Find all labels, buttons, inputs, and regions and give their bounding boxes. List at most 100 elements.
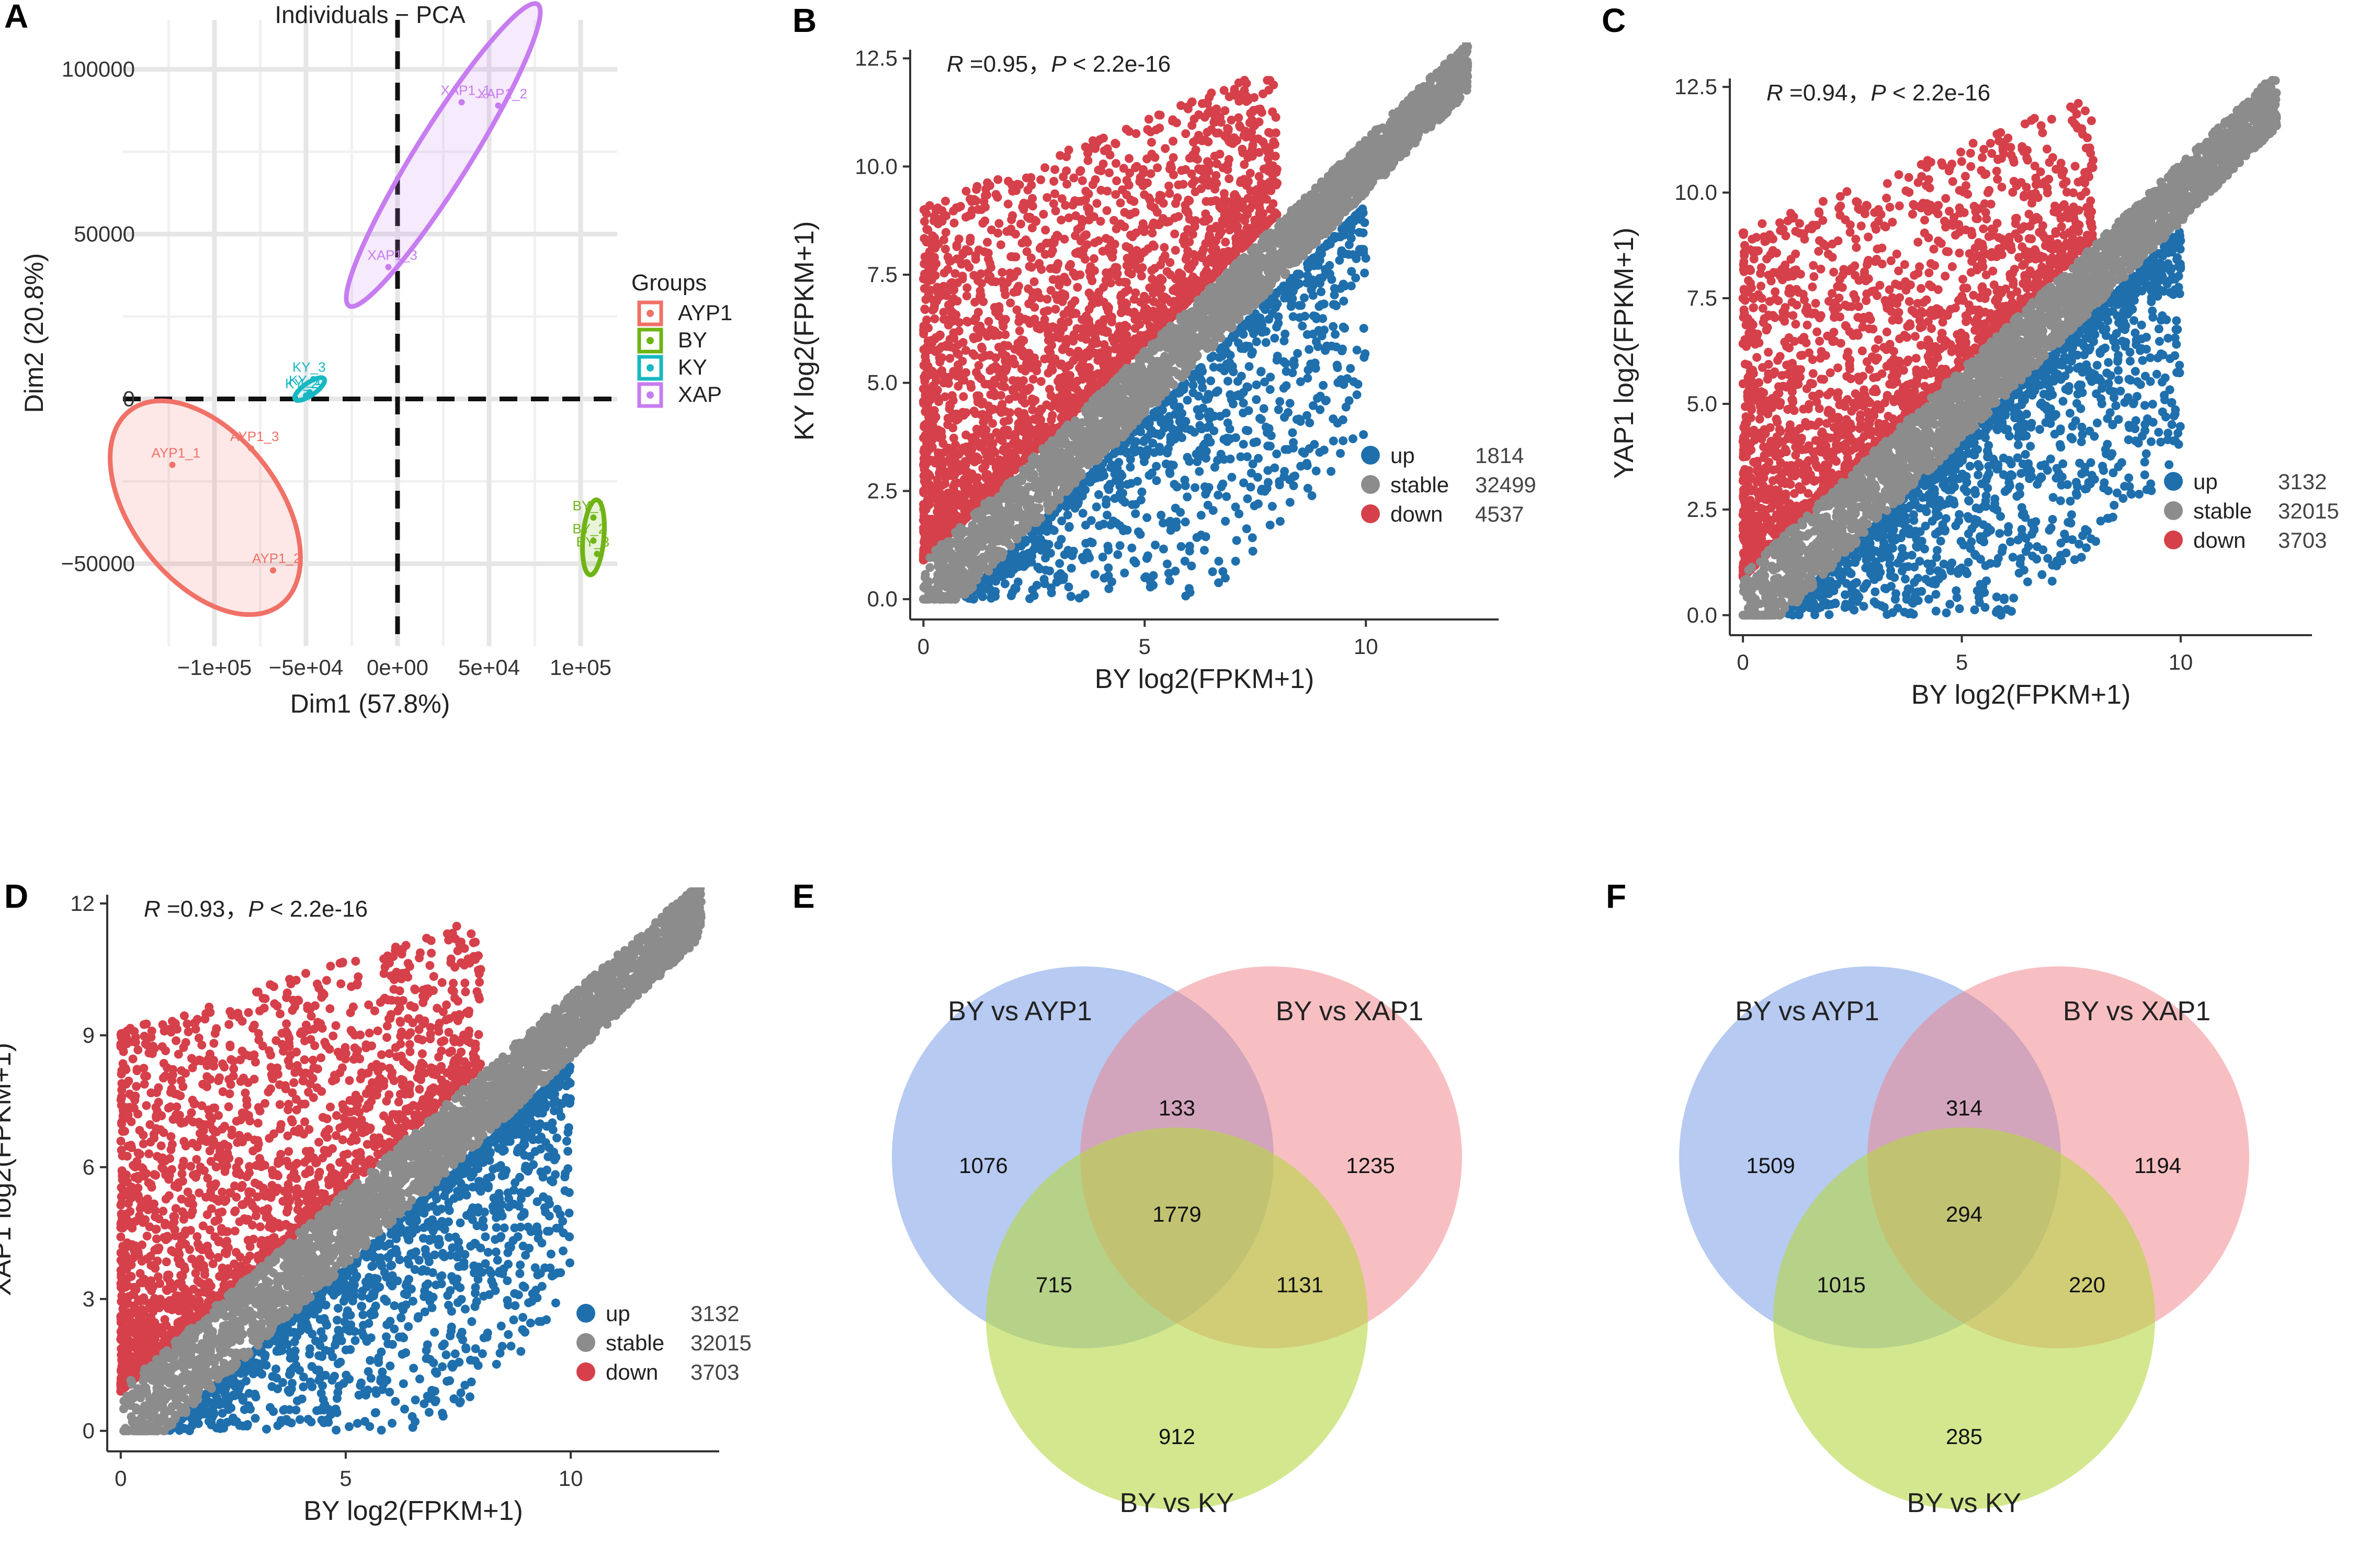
- point-down: [972, 324, 982, 334]
- point-down: [1211, 196, 1221, 205]
- point-down: [947, 391, 957, 400]
- point-down: [1116, 198, 1125, 208]
- point-down: [1174, 268, 1184, 278]
- point-down: [998, 268, 1007, 277]
- point-up: [1246, 482, 1255, 492]
- point-up: [1107, 460, 1117, 470]
- point-down: [974, 360, 983, 370]
- point-up: [1304, 263, 1313, 273]
- point-down: [961, 346, 970, 355]
- point-down: [1242, 224, 1252, 233]
- point-up: [1225, 424, 1234, 434]
- point-down: [1046, 348, 1055, 357]
- point-down: [1219, 86, 1229, 95]
- point-down: [952, 240, 961, 250]
- point-down: [1211, 255, 1220, 264]
- point-down: [941, 244, 950, 254]
- point-down: [1203, 157, 1212, 166]
- point-down: [1096, 217, 1105, 226]
- point-down: [1076, 333, 1086, 342]
- point-up: [1239, 439, 1248, 449]
- point-up: [1294, 414, 1304, 424]
- point-down: [1211, 267, 1221, 277]
- point-down: [1224, 155, 1233, 164]
- point-up: [1064, 522, 1074, 532]
- point-down: [1207, 88, 1216, 98]
- point-up: [1320, 325, 1329, 335]
- point-down: [1147, 138, 1157, 147]
- point-up: [1152, 476, 1161, 486]
- point-up: [1098, 553, 1107, 562]
- point-down: [1157, 284, 1166, 293]
- point-down: [976, 374, 985, 384]
- point-down: [1118, 185, 1127, 195]
- point-down: [1240, 216, 1250, 225]
- point-down: [983, 332, 992, 341]
- point-down: [1042, 322, 1052, 331]
- point-up: [1165, 576, 1174, 585]
- point-down: [1169, 153, 1178, 162]
- point-down: [924, 499, 934, 508]
- point-down: [1006, 274, 1015, 283]
- point-down: [1001, 330, 1010, 340]
- pca-point: [270, 567, 276, 574]
- point-up: [1142, 513, 1152, 522]
- point-down: [935, 353, 944, 363]
- point-down: [989, 404, 998, 414]
- point-up: [1205, 421, 1214, 431]
- point-up: [1274, 405, 1283, 414]
- point-up: [1242, 524, 1251, 534]
- point-down: [949, 333, 959, 343]
- point-down: [1014, 423, 1023, 433]
- pca-legend-label: AYP1: [678, 300, 732, 325]
- point-down: [1158, 275, 1167, 285]
- point-down: [944, 300, 953, 310]
- point-down: [1190, 222, 1199, 231]
- point-down: [1087, 370, 1096, 380]
- point-up: [1285, 498, 1295, 507]
- point-down: [1017, 439, 1027, 449]
- point-down: [1271, 151, 1280, 161]
- point-down: [944, 444, 953, 453]
- point-down: [1108, 334, 1117, 343]
- point-down: [1125, 127, 1134, 136]
- point-down: [1239, 91, 1249, 100]
- pca-point-label: BY_3: [576, 534, 610, 550]
- point-up: [1213, 386, 1222, 396]
- point-down: [1103, 144, 1112, 153]
- point-up: [1308, 275, 1317, 285]
- point-up: [1329, 436, 1338, 446]
- point-up: [1157, 429, 1166, 438]
- point-down: [999, 318, 1008, 327]
- point-down: [949, 294, 958, 303]
- point-up: [1218, 479, 1228, 489]
- point-down: [1030, 427, 1039, 437]
- point-down: [1069, 268, 1078, 278]
- point-down: [1042, 295, 1052, 304]
- point-down: [1220, 106, 1230, 116]
- point-down: [1013, 287, 1022, 296]
- point-down: [950, 269, 960, 278]
- point-down: [1098, 159, 1108, 168]
- point-down: [1015, 326, 1024, 335]
- point-down: [1240, 160, 1249, 169]
- point-up: [1086, 516, 1096, 525]
- pca-legend-key-dot: [647, 337, 654, 344]
- point-down: [1225, 174, 1234, 184]
- point-down: [1181, 129, 1191, 139]
- point-down: [1135, 320, 1144, 329]
- point-down: [1050, 189, 1060, 198]
- point-up: [1310, 439, 1319, 449]
- point-down: [1120, 287, 1130, 297]
- point-down: [923, 225, 933, 234]
- point-up: [1029, 591, 1039, 600]
- point-down: [922, 372, 932, 381]
- point-up: [1270, 333, 1279, 343]
- point-down: [950, 470, 959, 479]
- point-down: [1165, 189, 1174, 198]
- point-up: [1332, 342, 1341, 352]
- point-up: [1183, 492, 1192, 502]
- point-down: [1056, 360, 1065, 370]
- point-up: [1164, 418, 1174, 427]
- point-down: [1234, 113, 1243, 122]
